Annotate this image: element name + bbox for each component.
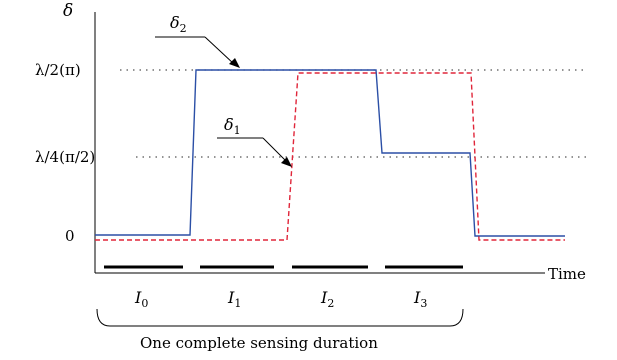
delta1-label: δ1: [224, 115, 241, 137]
level-label-high: λ/2(π): [35, 61, 81, 79]
interval-label-1: I1: [227, 288, 241, 310]
bracket-caption: One complete sensing duration: [140, 334, 378, 352]
delta1-callout-pointer: [262, 137, 287, 162]
x-axis-label: Time: [548, 265, 586, 283]
delta1-waveform: [95, 72, 565, 241]
delta2-callout-pointer: [204, 36, 235, 65]
delta2-arrowhead: [229, 58, 240, 68]
sensing-duration-bracket: [96, 308, 464, 327]
delta2-waveform: [95, 69, 565, 237]
interval-label-3: I3: [413, 288, 427, 310]
delta1-arrowhead: [281, 157, 292, 167]
interval-label-0: I0: [134, 288, 148, 310]
level-label-mid: λ/4(π/2): [35, 148, 95, 166]
delta2-label: δ2: [170, 13, 187, 35]
interval-label-2: I2: [320, 288, 334, 310]
level-label-zero: 0: [65, 227, 75, 245]
y-axis-label: δ: [63, 1, 73, 21]
